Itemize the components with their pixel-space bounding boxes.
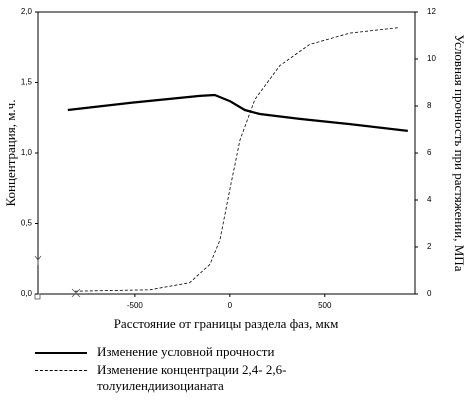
legend-item: Изменение условной прочности — [35, 344, 465, 360]
data-line — [74, 27, 400, 292]
y2-tick-label: 8 — [427, 101, 432, 110]
legend-swatch — [35, 352, 87, 354]
y2-tick-label: 6 — [427, 148, 432, 157]
x-axis-label: Расстояние от границы раздела фаз, мкм — [114, 316, 339, 331]
x-tick-label: 0 — [228, 301, 233, 310]
y2-axis-label: Условная прочность при растяжении, МПа — [452, 35, 467, 272]
axis-icon — [34, 255, 81, 300]
y-axis-label: Концентрация, м.ч. — [3, 100, 18, 207]
y2-tick-label: 2 — [427, 242, 432, 251]
legend-label: Изменение концентрации 2,4- 2,6-толуилен… — [97, 362, 287, 393]
x-tick-label: -500 — [127, 301, 144, 310]
y-tick-label: 2,0 — [21, 7, 33, 16]
legend: Изменение условной прочности Изменение ко… — [35, 344, 465, 396]
y2-tick-label: 12 — [427, 7, 436, 16]
x-tick-label: 500 — [318, 301, 332, 310]
y-tick-label: 1,5 — [21, 78, 33, 87]
y2-tick-label: 0 — [427, 289, 432, 298]
y-tick-label: 0,0 — [21, 289, 33, 298]
legend-label: Изменение условной прочности — [97, 344, 275, 359]
y2-tick-label: 4 — [427, 195, 432, 204]
y-tick-label: 0,5 — [21, 219, 33, 228]
legend-swatch — [35, 370, 87, 371]
data-line — [67, 93, 408, 132]
y2-tick-label: 10 — [427, 54, 436, 63]
plot-frame — [37, 11, 416, 295]
chart: Концентрация, м.ч. Условная прочность пр… — [3, 7, 467, 331]
y-tick-label: 1,0 — [21, 148, 33, 157]
legend-item: Изменение концентрации 2,4- 2,6-толуилен… — [35, 362, 465, 394]
